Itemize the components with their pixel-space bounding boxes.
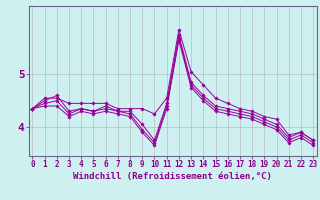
X-axis label: Windchill (Refroidissement éolien,°C): Windchill (Refroidissement éolien,°C) — [73, 172, 272, 181]
